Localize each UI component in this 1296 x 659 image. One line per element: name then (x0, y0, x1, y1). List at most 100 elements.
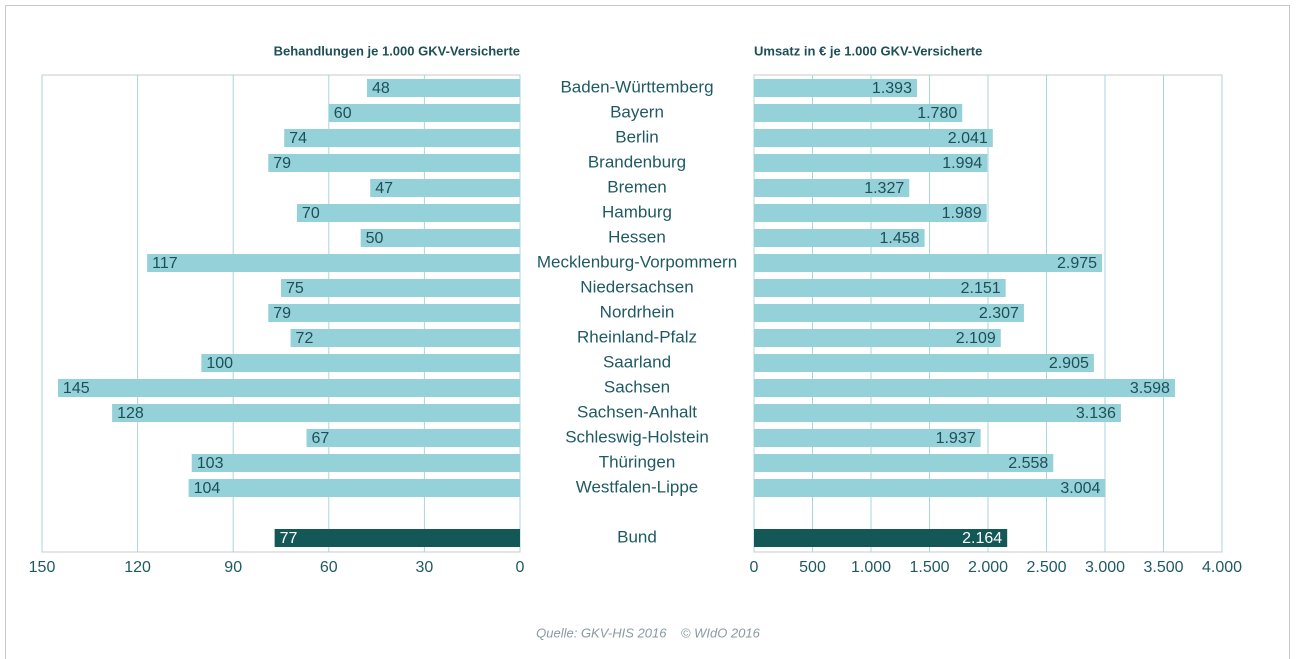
x-tick-label: 1.500 (909, 559, 949, 576)
value-label: 1.994 (942, 155, 982, 172)
value-label: 100 (206, 355, 233, 372)
category-label: Rheinland-Pfalz (577, 327, 697, 346)
category-label: Sachsen-Anhalt (577, 402, 697, 421)
bar (112, 404, 521, 422)
category-label: Bund (617, 527, 657, 546)
value-label: 1.458 (880, 230, 920, 247)
bar (281, 279, 520, 297)
bar (328, 104, 520, 122)
category-label: Hessen (608, 227, 666, 246)
bar (754, 454, 1054, 472)
category-label: Schleswig-Holstein (565, 427, 709, 446)
bar (306, 429, 520, 447)
value-label: 1.937 (936, 430, 976, 447)
value-label: 77 (280, 530, 298, 547)
category-label: Thüringen (599, 452, 676, 471)
value-label: 72 (296, 330, 314, 347)
category-label: Bremen (607, 177, 667, 196)
bar (290, 329, 520, 347)
value-label: 2.558 (1008, 455, 1048, 472)
x-tick-label: 3.500 (1143, 559, 1183, 576)
category-label: Sachsen (604, 377, 670, 396)
bar (754, 479, 1106, 497)
category-label: Niedersachsen (580, 277, 693, 296)
bar (57, 379, 520, 397)
value-label: 70 (302, 205, 320, 222)
bar (370, 179, 520, 197)
bar (754, 379, 1175, 397)
x-tick-label: 30 (416, 559, 434, 576)
chart-title: Umsatz in € je 1.000 GKV-Versicherte (754, 43, 982, 58)
bar (201, 354, 521, 372)
value-label: 2.151 (961, 280, 1001, 297)
bar (754, 104, 963, 122)
bar (754, 204, 987, 222)
category-label: Baden-Württemberg (560, 77, 713, 96)
value-label: 60 (334, 105, 352, 122)
x-tick-label: 90 (224, 559, 242, 576)
value-label: 3.004 (1060, 480, 1100, 497)
category-label: Hamburg (602, 202, 672, 221)
bar (754, 329, 1001, 347)
value-label: 3.136 (1076, 405, 1116, 422)
value-label: 2.905 (1049, 355, 1089, 372)
value-label: 104 (194, 480, 221, 497)
value-label: 79 (273, 155, 291, 172)
value-label: 117 (152, 255, 178, 272)
bar (296, 204, 520, 222)
value-label: 1.327 (864, 180, 904, 197)
x-tick-label: 4.000 (1202, 559, 1242, 576)
category-label: Nordrhein (600, 302, 675, 321)
value-label: 48 (372, 80, 390, 97)
chart-title: Behandlungen je 1.000 GKV-Versicherte (274, 43, 520, 58)
bar (754, 129, 993, 147)
category-label: Mecklenburg-Vorpommern (537, 252, 737, 271)
bar (754, 304, 1024, 322)
value-label: 1.393 (872, 80, 912, 97)
value-label: 128 (117, 405, 144, 422)
category-label: Westfalen-Lippe (576, 477, 699, 496)
value-label: 2.109 (956, 330, 996, 347)
value-label: 75 (286, 280, 304, 297)
value-label: 74 (289, 130, 307, 147)
bar (754, 429, 981, 447)
bar (284, 129, 520, 147)
bar (754, 229, 925, 247)
x-tick-label: 120 (124, 559, 151, 576)
bar (754, 79, 917, 97)
x-tick-label: 3.000 (1085, 559, 1125, 576)
bar (360, 229, 520, 247)
source: Quelle: GKV-HIS 2016 © WIdO 2016 (536, 625, 760, 640)
bar (754, 404, 1121, 422)
value-label: 1.989 (942, 205, 982, 222)
value-label: 2.041 (948, 130, 988, 147)
value-label: 145 (63, 380, 90, 397)
x-tick-label: 2.000 (968, 559, 1008, 576)
x-tick-label: 60 (320, 559, 338, 576)
category-label: Bayern (610, 102, 664, 121)
value-label: 2.164 (962, 530, 1002, 547)
bar (754, 529, 1008, 547)
value-label: 50 (366, 230, 384, 247)
x-tick-label: 0 (516, 559, 525, 576)
frame (5, 5, 1290, 659)
x-tick-label: 1.000 (851, 559, 891, 576)
bar (268, 154, 520, 172)
bar (367, 79, 520, 97)
value-label: 67 (311, 430, 329, 447)
category-label: Saarland (603, 352, 671, 371)
bar (754, 279, 1006, 297)
bar (274, 529, 520, 547)
bar (268, 304, 520, 322)
category-label: Berlin (615, 127, 658, 146)
category-label: Brandenburg (588, 152, 686, 171)
value-label: 3.598 (1130, 380, 1170, 397)
bar (147, 254, 520, 272)
bar (754, 254, 1103, 272)
bar (191, 454, 521, 472)
value-label: 79 (273, 305, 291, 322)
value-label: 2.307 (979, 305, 1019, 322)
value-label: 1.780 (917, 105, 957, 122)
bar (754, 354, 1094, 372)
